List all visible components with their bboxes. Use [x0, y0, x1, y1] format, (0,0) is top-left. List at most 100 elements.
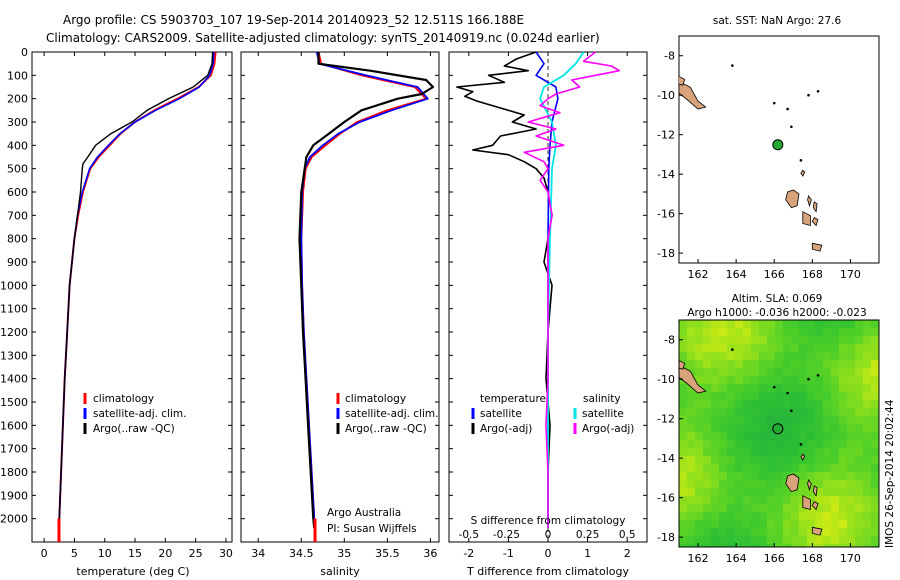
sla-cell — [871, 344, 879, 353]
x-tick-label: 0 — [41, 547, 48, 560]
sla-cell — [831, 488, 840, 497]
legend-argo-label: Argo(..raw -QC) — [345, 423, 427, 435]
institution-name: Argo Australia — [327, 507, 401, 519]
sla-cell — [847, 512, 856, 521]
sla-cell — [799, 408, 808, 417]
sla-cell — [727, 448, 736, 457]
sla-cell — [679, 512, 688, 521]
sla-cell — [871, 376, 879, 385]
sla-cell — [679, 336, 688, 345]
sla-cell — [855, 520, 864, 529]
sla-cell — [695, 368, 704, 377]
sla-cell — [719, 488, 728, 497]
legend-climatology-label: climatology — [345, 393, 406, 405]
depth-tick-label: 1400 — [0, 373, 28, 386]
sla-cell — [807, 416, 816, 425]
sla-cell — [719, 424, 728, 433]
sla-cell — [847, 496, 856, 505]
sla-cell — [767, 504, 776, 513]
sla-cell — [799, 512, 808, 521]
sla-cell — [815, 320, 824, 329]
depth-tick-label: 900 — [7, 256, 28, 269]
legend-s-argo-label: Argo(-adj) — [582, 423, 634, 435]
sla-cell — [695, 352, 704, 361]
sla-cell — [831, 416, 840, 425]
lat-tick-label: -16 — [657, 492, 675, 505]
sla-cell — [711, 520, 720, 529]
sla-cell — [775, 392, 784, 401]
legend-t-satellite-label: satellite — [480, 408, 522, 420]
sla-cell — [863, 432, 872, 441]
sla-cell — [839, 544, 848, 547]
map-sla-subtitle: Argo h1000: -0.036 h2000: -0.023 — [687, 307, 866, 319]
sla-cell — [783, 488, 792, 497]
sla-cell — [751, 456, 760, 465]
depth-tick-label: 500 — [7, 163, 28, 176]
sla-cell — [871, 360, 879, 369]
sla-cell — [823, 368, 832, 377]
sla-cell — [855, 544, 864, 547]
sla-cell — [791, 328, 800, 337]
sla-cell — [823, 360, 832, 369]
sla-cell — [823, 472, 832, 481]
sla-cell — [679, 480, 688, 489]
sla-cell — [719, 352, 728, 361]
sla-cell — [823, 488, 832, 497]
sla-cell — [847, 392, 856, 401]
sla-cell — [815, 416, 824, 425]
sla-cell — [711, 328, 720, 337]
map-sla-field — [679, 320, 879, 547]
sla-cell — [703, 440, 712, 449]
sla-cell — [855, 376, 864, 385]
x-tick-label: 30 — [219, 547, 233, 560]
sla-cell — [735, 544, 744, 547]
series-line — [298, 52, 435, 529]
sla-cell — [847, 520, 856, 529]
sla-cell — [687, 408, 696, 417]
sla-cell — [871, 496, 879, 505]
sla-cell — [799, 344, 808, 353]
sla-cell — [735, 536, 744, 545]
sla-cell — [727, 328, 736, 337]
lon-tick-label: 164 — [726, 552, 747, 565]
s-diff-tick-label: -0.25 — [493, 529, 520, 541]
sla-cell — [775, 328, 784, 337]
sla-cell — [823, 432, 832, 441]
sla-cell — [823, 408, 832, 417]
sla-cell — [775, 432, 784, 441]
sla-cell — [735, 336, 744, 345]
sla-cell — [839, 416, 848, 425]
sla-cell — [679, 344, 688, 353]
sla-cell — [839, 480, 848, 489]
sla-cell — [679, 456, 688, 465]
sla-cell — [735, 496, 744, 505]
sla-cell — [751, 440, 760, 449]
sla-cell — [719, 512, 728, 521]
sla-cell — [679, 424, 688, 433]
sla-cell — [799, 544, 808, 547]
sla-cell — [743, 464, 752, 473]
sla-cell — [807, 440, 816, 449]
sla-cell — [775, 544, 784, 547]
sla-cell — [855, 448, 864, 457]
sla-cell — [695, 424, 704, 433]
sla-cell — [759, 328, 768, 337]
lon-tick-label: 166 — [764, 552, 785, 565]
sla-cell — [775, 528, 784, 537]
sla-cell — [783, 424, 792, 433]
x-tick-label: -2 — [463, 547, 474, 560]
lon-tick-label: 168 — [802, 268, 823, 281]
sla-cell — [863, 392, 872, 401]
sla-cell — [823, 384, 832, 393]
depth-tick-label: 200 — [7, 93, 28, 106]
sla-cell — [815, 432, 824, 441]
sla-cell — [855, 416, 864, 425]
sla-cell — [847, 464, 856, 473]
sla-cell — [783, 544, 792, 547]
sla-cell — [831, 424, 840, 433]
series-line — [58, 51, 214, 529]
sla-cell — [687, 384, 696, 393]
sla-cell — [847, 528, 856, 537]
sla-cell — [735, 352, 744, 361]
depth-tick-label: 0 — [21, 46, 28, 59]
